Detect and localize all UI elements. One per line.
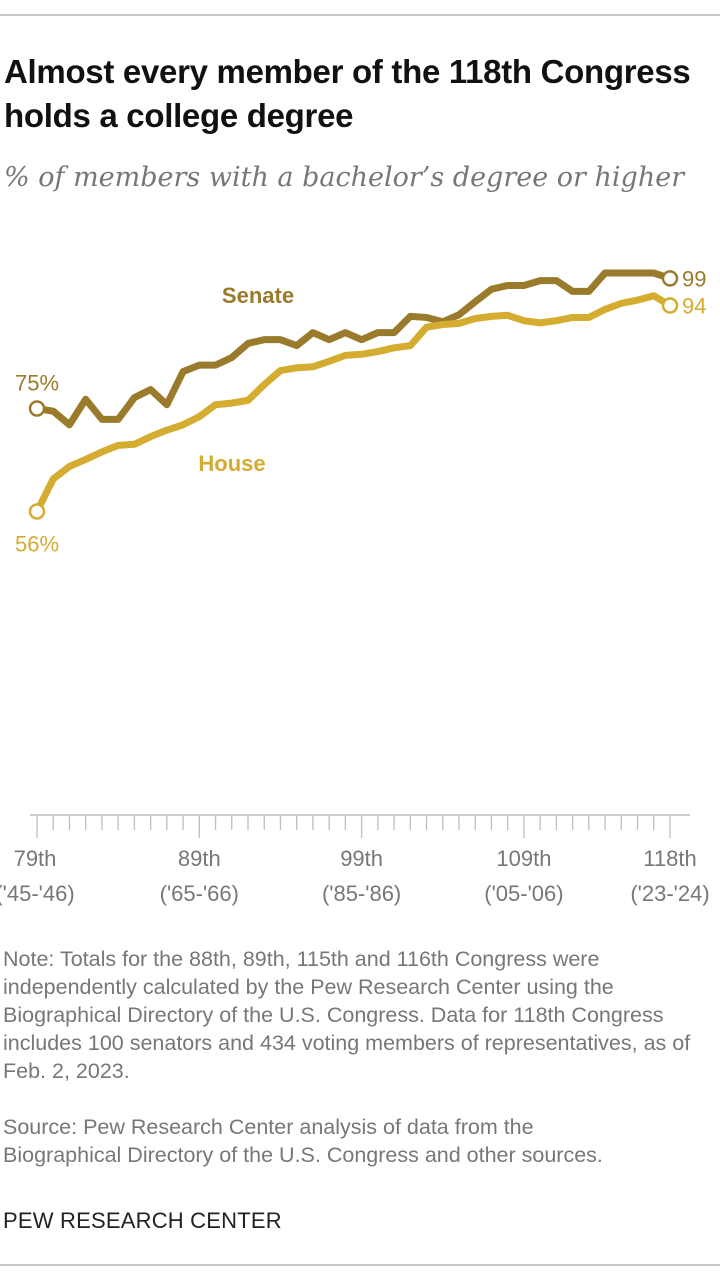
series-line-house: [33, 292, 674, 515]
top-rule: [0, 14, 720, 16]
x-tick-label: 79th: [14, 846, 57, 871]
x-tick-years: ('85-'86): [322, 881, 401, 906]
endpoint-marker: [28, 503, 46, 520]
x-tick-years: ('05-'06): [484, 881, 563, 906]
chart-title: Almost every member of the 118th Congres…: [4, 53, 691, 134]
bottom-rule: [0, 1264, 720, 1266]
series-label-senate: Senate: [222, 283, 294, 308]
endpoint-marker: [661, 270, 679, 287]
x-tick-label: 99th: [340, 846, 383, 871]
chart-source: Source: Pew Research Center analysis of …: [3, 1115, 603, 1167]
x-tick-years: ('65-'66): [160, 881, 239, 906]
start-data-label: 56%: [15, 531, 59, 556]
x-tick-label: 118th: [643, 846, 696, 871]
series-line-senate: [33, 269, 674, 429]
x-tick-label: 109th: [496, 846, 551, 871]
x-tick-years: ('23-'24): [630, 881, 709, 906]
end-data-label: 99: [682, 266, 706, 291]
series-label-house: House: [198, 451, 265, 476]
endpoint-marker: [661, 297, 679, 314]
x-tick-label: 89th: [178, 846, 221, 871]
start-data-label: 75%: [15, 371, 59, 396]
chart-subtitle: % of members with a bachelor’s degree or…: [4, 162, 685, 193]
endpoint-marker: [28, 400, 46, 417]
chart-note: Note: Totals for the 88th, 89th, 115th a…: [3, 947, 691, 1083]
line-chart: 79th ('45-'46) 89th ('65-'66) 99th ('85-'86) 1…: [0, 266, 710, 906]
x-tick-years: ('45-'46): [0, 881, 75, 906]
end-data-label: 94: [682, 294, 706, 319]
brand-label: PEW RESEARCH CENTER: [3, 1208, 282, 1233]
